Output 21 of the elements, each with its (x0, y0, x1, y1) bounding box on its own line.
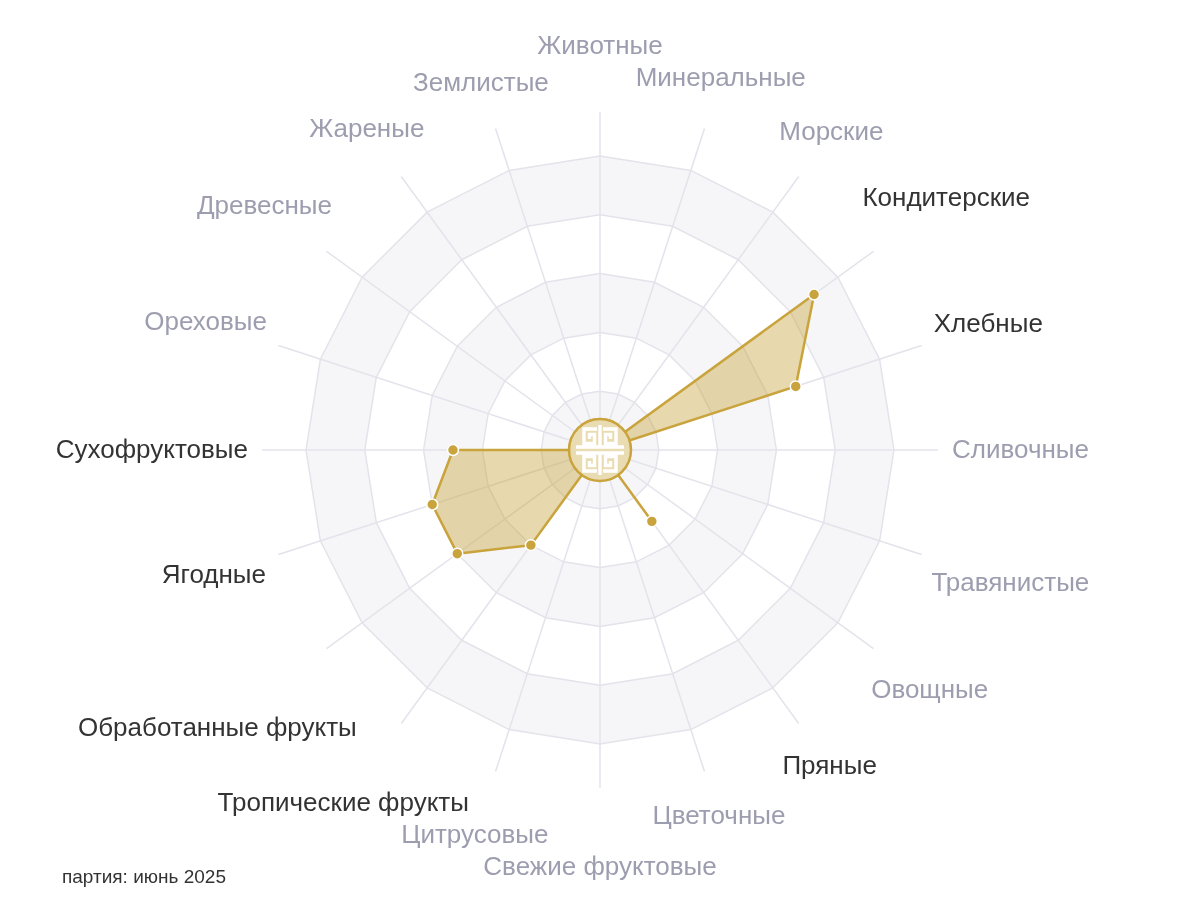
spoke-label: Пряные (782, 750, 877, 781)
spoke-label: Землистые (412, 67, 549, 98)
spoke-label: Цитрусовые (401, 819, 549, 850)
spoke-label: Животные (537, 30, 663, 61)
spoke-label: Тропические фрукты (217, 787, 469, 818)
spoke-label: Обработанные фрукты (77, 712, 357, 742)
spoke-label: Жареные (309, 112, 425, 143)
spoke-label: Свежие фруктовые (483, 850, 717, 881)
spoke-label: Сливочные (952, 434, 1089, 464)
spoke-label: Ягодные (161, 559, 267, 590)
spoke-label: Морские (779, 115, 884, 146)
spoke-label: Цветочные (652, 800, 786, 831)
spoke-label: Ореховые (144, 305, 267, 336)
spoke-label: Хлебные (933, 307, 1043, 338)
text: партия: июнь 2025 (62, 866, 226, 887)
spoke-label: Древесные (196, 190, 332, 221)
spoke-label: Минеральные (635, 62, 806, 93)
spoke-label: Травянистые (931, 567, 1090, 598)
spoke-label: Кондитерские (862, 182, 1030, 213)
spoke-label: Овощные (871, 673, 989, 704)
spoke-label: Сухофруктовые (55, 434, 249, 464)
